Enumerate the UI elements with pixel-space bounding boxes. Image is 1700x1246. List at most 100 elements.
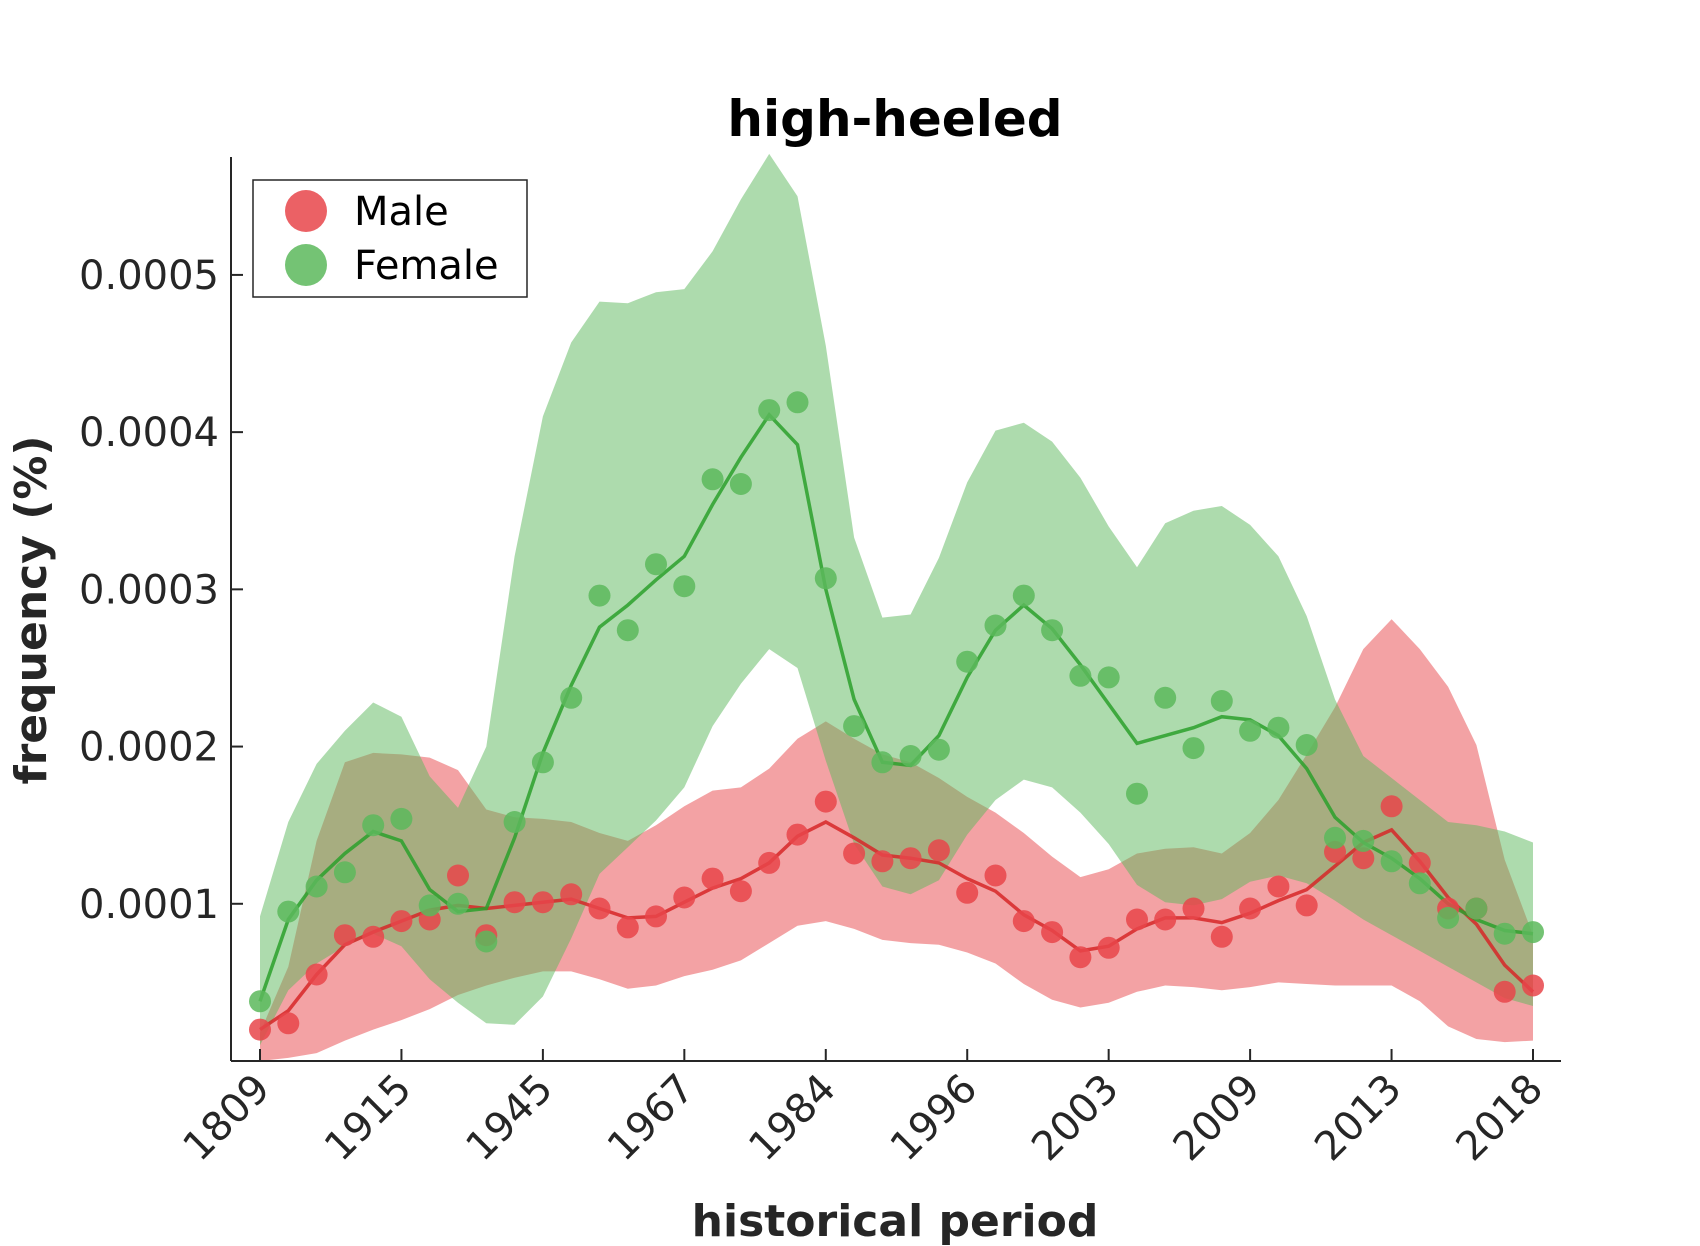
x-tick-label: 2009 — [1165, 1066, 1270, 1171]
male-point — [1267, 875, 1290, 898]
y-ticks: 0.0001 0.0002 0.0003 0.0004 0.0005 — [79, 253, 243, 928]
female-point — [1097, 666, 1120, 689]
male-point — [1041, 921, 1064, 944]
x-ticks: 1809 1915 1945 1967 1984 1996 2003 2009 2013 2018 — [175, 1049, 1553, 1171]
female-point — [1182, 737, 1205, 760]
male-point — [1352, 847, 1375, 870]
female-point — [645, 553, 667, 576]
female-point — [1493, 922, 1516, 945]
female-point — [560, 686, 583, 709]
female-point — [871, 751, 894, 774]
female-point — [984, 614, 1007, 637]
male-point — [531, 891, 554, 914]
male-point — [1408, 851, 1431, 874]
data-points — [249, 391, 1544, 1041]
male-point — [1493, 980, 1516, 1003]
female-point — [1069, 664, 1092, 687]
female-point — [1126, 782, 1148, 805]
female-point — [333, 861, 356, 884]
male-point — [1210, 925, 1233, 948]
female-point — [927, 738, 950, 761]
male-point — [560, 883, 583, 906]
male-point — [447, 864, 469, 887]
female-point — [1267, 716, 1290, 739]
female-point — [305, 875, 328, 898]
male-point — [390, 910, 413, 933]
y-tick-label: 0.0001 — [79, 882, 219, 928]
male-point — [1380, 795, 1403, 818]
y-axis-title: frequency (%) — [6, 435, 57, 784]
male-point — [616, 916, 639, 939]
male-point — [1239, 897, 1262, 920]
x-tick-label: 2018 — [1448, 1066, 1553, 1171]
male-point — [843, 842, 866, 865]
legend-marker-male — [285, 190, 327, 232]
female-point — [1154, 686, 1177, 709]
male-point — [645, 905, 667, 928]
y-tick-label: 0.0004 — [79, 410, 219, 456]
male-point — [1097, 936, 1120, 959]
female-point — [475, 930, 498, 953]
confidence-bands — [260, 153, 1533, 1061]
female-point — [701, 468, 724, 491]
legend-label-male: Male — [354, 189, 449, 235]
female-point — [1239, 719, 1262, 742]
male-point — [362, 925, 385, 948]
x-axis-title: historical period — [692, 1196, 1099, 1246]
axes — [230, 157, 1561, 1062]
female-point — [786, 391, 809, 414]
male-point — [1295, 894, 1318, 917]
x-tick-label: 1967 — [599, 1066, 704, 1171]
x-tick-label: 1984 — [740, 1066, 845, 1171]
male-point — [249, 1018, 271, 1041]
female-point — [362, 814, 385, 837]
female-point — [1437, 906, 1460, 929]
male-point — [786, 823, 809, 846]
male-point — [927, 839, 950, 862]
male-point — [814, 790, 837, 813]
female-point — [418, 894, 441, 917]
male-point — [1182, 897, 1205, 920]
male-point — [984, 864, 1007, 887]
female-point — [503, 811, 526, 833]
male-point — [305, 963, 328, 986]
x-tick-label: 2013 — [1306, 1066, 1411, 1171]
y-tick-label: 0.0003 — [79, 567, 219, 613]
female-point — [899, 745, 922, 767]
female-trend-line — [258, 412, 1534, 1002]
female-point — [1352, 829, 1375, 852]
female-point — [616, 619, 639, 642]
male-trend-line — [259, 820, 1535, 1032]
y-tick-label: 0.0005 — [79, 253, 219, 299]
female-point — [249, 990, 271, 1013]
female-point — [1012, 584, 1035, 607]
male-point — [1012, 910, 1035, 933]
female-confidence-band — [260, 153, 1533, 1046]
x-tick-label: 2003 — [1023, 1066, 1128, 1171]
male-point — [758, 851, 781, 874]
x-tick-label: 1996 — [882, 1066, 987, 1171]
male-point — [503, 891, 526, 914]
x-tick-label: 1915 — [316, 1066, 421, 1171]
chart-title: high-heeled — [727, 90, 1062, 148]
female-point — [531, 751, 554, 774]
female-point — [673, 575, 696, 598]
male-point — [1154, 908, 1177, 931]
male-point — [1522, 974, 1544, 997]
female-point — [758, 399, 781, 422]
male-point — [1069, 946, 1092, 969]
legend-label-female: Female — [354, 243, 499, 289]
female-point — [729, 473, 752, 495]
female-point — [843, 715, 866, 738]
male-point — [333, 924, 356, 947]
male-point — [673, 886, 696, 909]
female-point — [1324, 826, 1346, 849]
female-point — [814, 567, 837, 590]
trend-lines — [258, 412, 1535, 1032]
female-point — [1465, 897, 1488, 920]
female-point — [956, 650, 979, 673]
legend-marker-female — [285, 244, 327, 286]
male-point — [956, 881, 979, 904]
male-point — [277, 1012, 300, 1035]
